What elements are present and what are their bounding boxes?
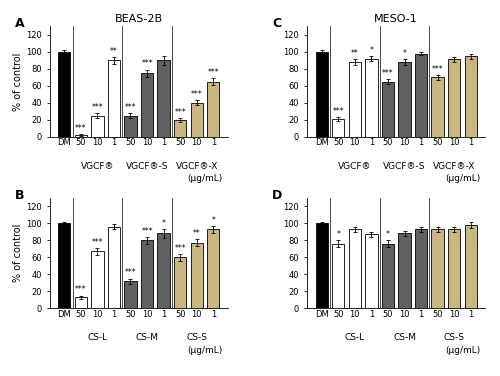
Text: CS-L: CS-L <box>344 333 365 342</box>
Bar <box>415 229 428 308</box>
Text: A: A <box>14 17 24 30</box>
Bar <box>365 59 378 137</box>
Text: **: ** <box>351 49 358 58</box>
Bar <box>348 229 361 308</box>
Text: CS-L: CS-L <box>88 333 108 342</box>
Bar <box>124 281 136 308</box>
Bar <box>316 52 328 137</box>
Text: *: * <box>386 230 390 239</box>
Bar <box>316 223 328 308</box>
Text: ***: *** <box>141 227 153 236</box>
Bar <box>365 234 378 308</box>
Bar <box>108 60 120 137</box>
Text: CS-S: CS-S <box>186 333 207 342</box>
Text: (μg/mL): (μg/mL) <box>445 174 480 183</box>
Text: **: ** <box>193 229 200 238</box>
Text: VGCF®-S: VGCF®-S <box>384 162 426 171</box>
Bar <box>74 135 87 137</box>
Text: ***: *** <box>92 103 103 112</box>
Bar <box>398 62 410 137</box>
Bar <box>174 120 186 137</box>
Text: VGCF®: VGCF® <box>80 162 114 171</box>
Text: CS-M: CS-M <box>393 333 416 342</box>
Y-axis label: % of control: % of control <box>13 224 23 282</box>
Bar <box>332 119 344 137</box>
Text: CS-M: CS-M <box>136 333 158 342</box>
Bar <box>432 229 444 308</box>
Bar <box>158 233 170 308</box>
Text: ***: *** <box>75 285 86 294</box>
Bar <box>207 82 220 137</box>
Bar <box>190 103 203 137</box>
Text: *: * <box>402 49 406 58</box>
Text: ***: *** <box>124 268 136 277</box>
Text: D: D <box>272 189 282 202</box>
Text: ***: *** <box>208 68 219 77</box>
Bar <box>74 297 87 308</box>
Text: ***: *** <box>432 65 444 74</box>
Bar <box>448 59 460 137</box>
Text: ***: *** <box>191 90 202 99</box>
Bar <box>141 240 154 308</box>
Text: ***: *** <box>174 108 186 117</box>
Bar <box>448 229 460 308</box>
Text: *: * <box>162 219 166 228</box>
Bar <box>91 251 104 308</box>
Bar <box>207 229 220 308</box>
Bar <box>58 223 70 308</box>
Text: B: B <box>14 189 24 202</box>
Bar <box>58 52 70 137</box>
Bar <box>464 225 477 308</box>
Text: **: ** <box>110 47 118 56</box>
Bar <box>398 233 410 308</box>
Bar <box>348 62 361 137</box>
Text: *: * <box>212 215 215 224</box>
Bar <box>332 244 344 308</box>
Bar <box>174 257 186 308</box>
Text: ***: *** <box>332 107 344 116</box>
Text: ***: *** <box>141 59 153 68</box>
Bar <box>158 60 170 137</box>
Text: VGCF®-X: VGCF®-X <box>433 162 476 171</box>
Bar <box>382 82 394 137</box>
Text: (μg/mL): (μg/mL) <box>188 346 222 355</box>
Text: (μg/mL): (μg/mL) <box>188 174 222 183</box>
Bar <box>108 227 120 308</box>
Text: ***: *** <box>382 69 394 78</box>
Text: VGCF®-S: VGCF®-S <box>126 162 168 171</box>
Text: VGCF®-X: VGCF®-X <box>176 162 218 171</box>
Text: VGCF®: VGCF® <box>338 162 372 171</box>
Bar <box>91 116 104 137</box>
Text: ***: *** <box>174 244 186 253</box>
Text: ***: *** <box>75 124 86 133</box>
Text: C: C <box>272 17 281 30</box>
Text: *: * <box>370 46 374 55</box>
Bar <box>415 53 428 137</box>
Bar <box>141 73 154 137</box>
Text: CS-S: CS-S <box>444 333 464 342</box>
Bar <box>190 243 203 308</box>
Text: (μg/mL): (μg/mL) <box>445 346 480 355</box>
Text: *: * <box>336 230 340 239</box>
Y-axis label: % of control: % of control <box>13 52 23 111</box>
Title: MESO-1: MESO-1 <box>374 14 418 24</box>
Bar <box>464 56 477 137</box>
Bar <box>382 244 394 308</box>
Bar <box>124 116 136 137</box>
Text: ***: *** <box>124 103 136 112</box>
Text: ***: *** <box>92 238 103 247</box>
Bar <box>432 77 444 137</box>
Title: BEAS-2B: BEAS-2B <box>114 14 163 24</box>
